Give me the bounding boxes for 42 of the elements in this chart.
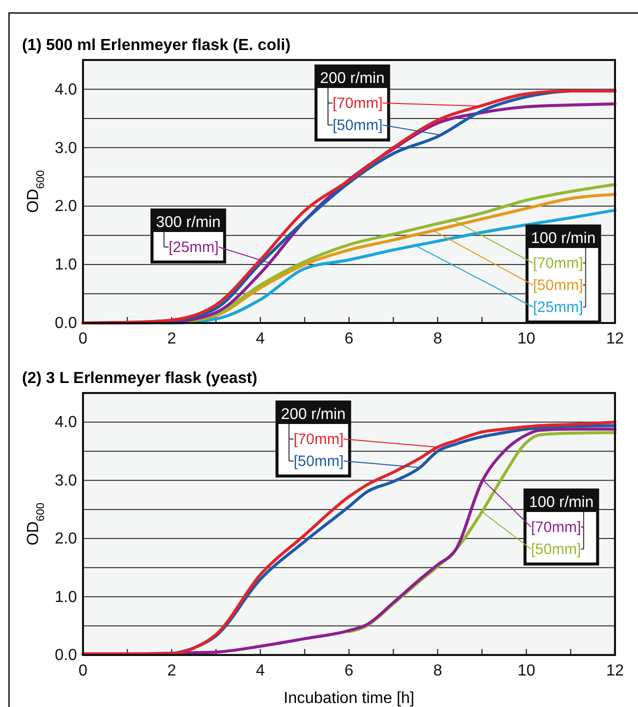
y-tick-label: 0.0 — [54, 315, 78, 332]
text: [70mm] — [531, 519, 582, 536]
chart-title: (1) 500 ml Erlenmeyer flask (E. coli) — [22, 37, 291, 54]
y-tick-label: 2.0 — [54, 530, 78, 548]
annotation: 300 r/min — [156, 214, 221, 231]
x-tick-label: 4 — [256, 662, 265, 680]
x-tick-label: 8 — [433, 662, 442, 680]
chart-title: (2) 3 L Erlenmeyer flask (yeast) — [22, 370, 258, 387]
y-tick-label: 3.0 — [54, 140, 78, 157]
y-tick-label: 4.0 — [54, 81, 78, 98]
x-tick-label: 12 — [606, 662, 624, 680]
y-tick-label: 0.0 — [54, 647, 78, 664]
text: [25mm] — [533, 299, 584, 316]
x-tick-label: 8 — [433, 330, 442, 348]
text: [70mm] — [332, 95, 383, 112]
text: [25mm] — [168, 239, 219, 256]
annotation: 100 r/min — [531, 230, 596, 247]
x-tick-label: 6 — [344, 662, 354, 680]
text: [70mm] — [533, 255, 584, 272]
series-label: [50mm] — [332, 117, 383, 134]
annotation: 100 r/min — [529, 494, 594, 511]
y-tick-label: 4.0 — [54, 414, 78, 432]
x-tick-label: 10 — [517, 662, 536, 680]
x-tick-label: 0 — [78, 662, 88, 680]
x-tick-label: 2 — [167, 662, 176, 680]
text: [70mm] — [294, 431, 344, 448]
y-tick-label: 1.0 — [54, 256, 78, 274]
y-tick-label: 3.0 — [54, 472, 78, 490]
annotation: 200 r/min — [320, 70, 385, 87]
text: [50mm] — [531, 541, 582, 558]
text: [50mm] — [294, 453, 344, 470]
x-axis-title: Incubation time [h] — [284, 690, 414, 707]
x-tick-label: 10 — [517, 330, 536, 348]
y-tick-label: 1.0 — [54, 588, 78, 606]
x-tick-label: 2 — [167, 330, 176, 348]
x-tick-label: 6 — [344, 330, 354, 348]
x-tick-label: 0 — [78, 330, 88, 348]
text: [50mm] — [533, 277, 584, 294]
x-tick-label: 4 — [256, 330, 265, 348]
y-tick-label: 2.0 — [54, 198, 78, 216]
annotation: 200 r/min — [281, 406, 346, 423]
x-tick-label: 12 — [606, 330, 624, 348]
